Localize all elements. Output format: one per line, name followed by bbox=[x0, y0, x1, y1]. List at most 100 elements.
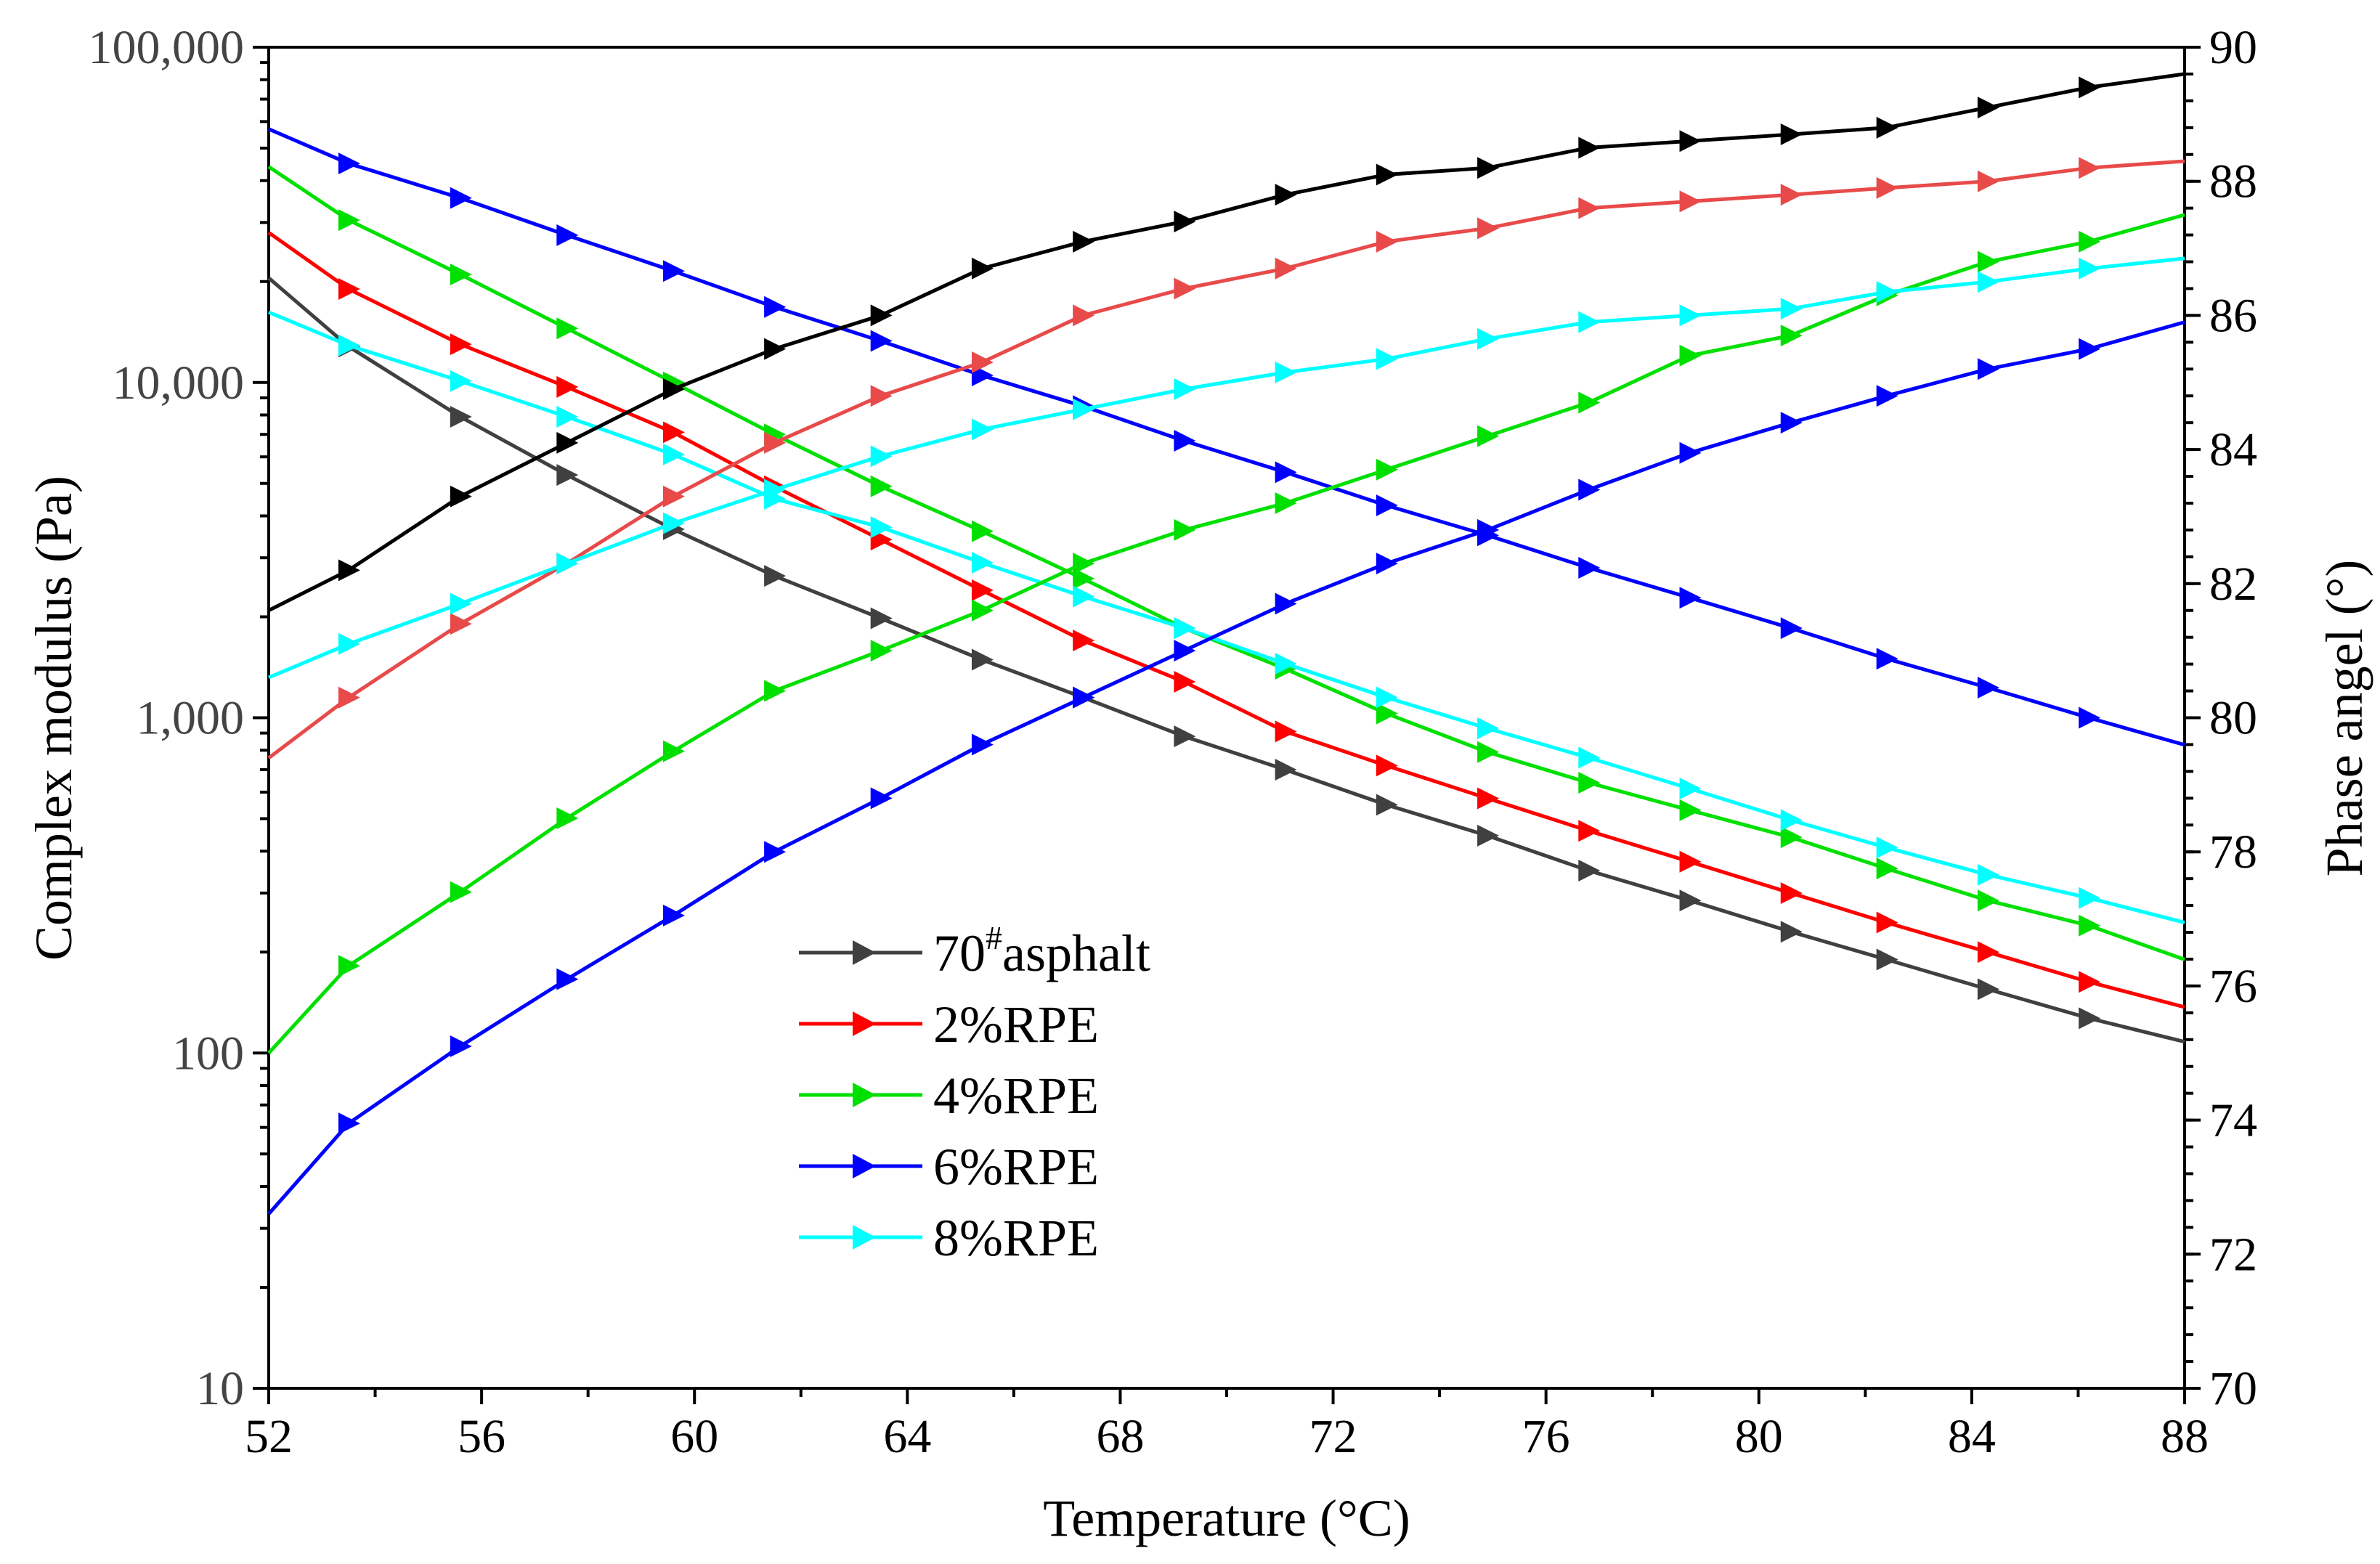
series-line bbox=[267, 276, 2185, 1044]
legend-label: 8%RPE bbox=[933, 1209, 1099, 1267]
data-point-marker bbox=[1174, 211, 1196, 233]
data-point-marker bbox=[1780, 325, 1803, 347]
data-point-marker bbox=[1073, 686, 1095, 709]
data-point-marker bbox=[450, 592, 472, 615]
series-70-asphalt-phase-angle bbox=[267, 72, 2185, 612]
series-line bbox=[267, 165, 2185, 961]
legend-marker bbox=[853, 940, 876, 965]
data-point-marker bbox=[556, 406, 579, 428]
y-right-tick-label: 78 bbox=[2209, 826, 2257, 879]
data-point-marker bbox=[338, 559, 360, 582]
data-point-marker bbox=[1578, 311, 1601, 333]
data-point-marker bbox=[1679, 587, 1702, 609]
data-point-marker bbox=[1477, 425, 1500, 447]
data-point-marker bbox=[1679, 850, 1702, 873]
data-point-marker bbox=[1578, 771, 1601, 794]
data-point-marker bbox=[1073, 567, 1095, 590]
data-point-marker bbox=[1376, 794, 1398, 816]
data-point-marker bbox=[971, 351, 994, 374]
data-point-marker bbox=[870, 640, 893, 662]
data-point-marker bbox=[1376, 230, 1398, 253]
data-point-marker bbox=[1376, 702, 1398, 725]
data-point-marker bbox=[1977, 676, 1999, 698]
series-line bbox=[267, 213, 2185, 1054]
data-point-marker bbox=[1376, 686, 1398, 709]
data-point-marker bbox=[556, 807, 579, 830]
data-point-marker bbox=[450, 370, 472, 392]
y-left-tick-label: 100,000 bbox=[89, 21, 245, 74]
series-4-rpe-complex-modulus bbox=[267, 165, 2185, 961]
data-point-marker bbox=[1977, 251, 1999, 273]
data-point-marker bbox=[870, 304, 893, 327]
data-point-marker bbox=[1477, 824, 1500, 847]
left-y-axis-title: Complex modulus (Pa) bbox=[25, 476, 83, 961]
legend-entry-70-asphalt: 70#asphalt bbox=[799, 919, 1150, 982]
data-point-marker bbox=[764, 296, 787, 318]
x-tick-label: 68 bbox=[1096, 1410, 1144, 1463]
data-point-marker bbox=[2079, 76, 2101, 99]
data-point-marker bbox=[1275, 492, 1297, 514]
data-point-marker bbox=[1780, 881, 1803, 904]
y-right-tick-label: 80 bbox=[2209, 692, 2257, 745]
data-point-marker bbox=[971, 257, 994, 280]
data-point-marker bbox=[2079, 914, 2101, 937]
data-point-marker bbox=[2079, 230, 2101, 253]
data-point-marker bbox=[1679, 889, 1702, 912]
data-point-marker bbox=[1477, 787, 1500, 810]
data-point-marker bbox=[1977, 358, 1999, 380]
data-point-marker bbox=[1477, 327, 1500, 350]
data-point-marker bbox=[450, 333, 472, 356]
data-point-marker bbox=[338, 152, 360, 175]
series-line bbox=[267, 72, 2185, 612]
data-point-marker bbox=[1876, 281, 1898, 304]
data-point-marker bbox=[971, 520, 994, 542]
data-point-marker bbox=[2079, 887, 2101, 909]
data-point-marker bbox=[338, 1112, 360, 1135]
series-2-rpe-complex-modulus bbox=[267, 231, 2185, 1009]
legend-entry-2-rpe: 2%RPE bbox=[799, 995, 1099, 1054]
data-point-marker bbox=[1174, 617, 1196, 640]
legend-label: 4%RPE bbox=[933, 1067, 1099, 1125]
data-point-marker bbox=[2079, 257, 2101, 280]
data-point-marker bbox=[870, 516, 893, 539]
data-point-marker bbox=[1174, 277, 1196, 300]
data-point-marker bbox=[1679, 304, 1702, 327]
series-8-rpe-complex-modulus bbox=[268, 310, 2185, 925]
legend-marker bbox=[853, 1011, 876, 1036]
series-8-rpe-phase-angle bbox=[268, 256, 2185, 680]
y-left-tick-label: 100 bbox=[172, 1027, 244, 1080]
data-point-marker bbox=[1376, 754, 1398, 777]
data-point-marker bbox=[556, 553, 579, 575]
data-point-marker bbox=[971, 418, 994, 441]
data-point-marker bbox=[1977, 863, 1999, 886]
data-point-marker bbox=[1977, 941, 1999, 964]
data-point-marker bbox=[2079, 157, 2101, 179]
data-point-marker bbox=[1275, 759, 1297, 781]
data-point-marker bbox=[764, 338, 787, 360]
data-point-marker bbox=[1376, 553, 1398, 575]
legend-label: 2%RPE bbox=[933, 995, 1099, 1054]
data-point-marker bbox=[1780, 123, 1803, 146]
data-point-marker bbox=[338, 955, 360, 977]
data-point-marker bbox=[1073, 398, 1095, 420]
y-right-tick-label: 72 bbox=[2209, 1228, 2257, 1281]
data-point-marker bbox=[1477, 717, 1500, 740]
data-point-marker bbox=[870, 475, 893, 497]
data-point-marker bbox=[1876, 911, 1898, 934]
data-point-marker bbox=[450, 485, 472, 508]
data-point-marker bbox=[1876, 836, 1898, 859]
data-point-marker bbox=[556, 464, 579, 486]
data-point-marker bbox=[1578, 478, 1601, 501]
data-point-marker bbox=[1679, 190, 1702, 213]
y-left-tick-label: 10 bbox=[196, 1362, 244, 1415]
legend-marker bbox=[853, 1083, 876, 1107]
data-point-marker bbox=[556, 968, 579, 990]
data-point-marker bbox=[1876, 648, 1898, 670]
data-point-marker bbox=[1275, 592, 1297, 615]
data-point-marker bbox=[1578, 746, 1601, 769]
data-point-marker bbox=[1780, 921, 1803, 943]
data-point-marker bbox=[1578, 860, 1601, 882]
legend-label: 6%RPE bbox=[933, 1138, 1099, 1196]
data-point-marker bbox=[1876, 858, 1898, 880]
